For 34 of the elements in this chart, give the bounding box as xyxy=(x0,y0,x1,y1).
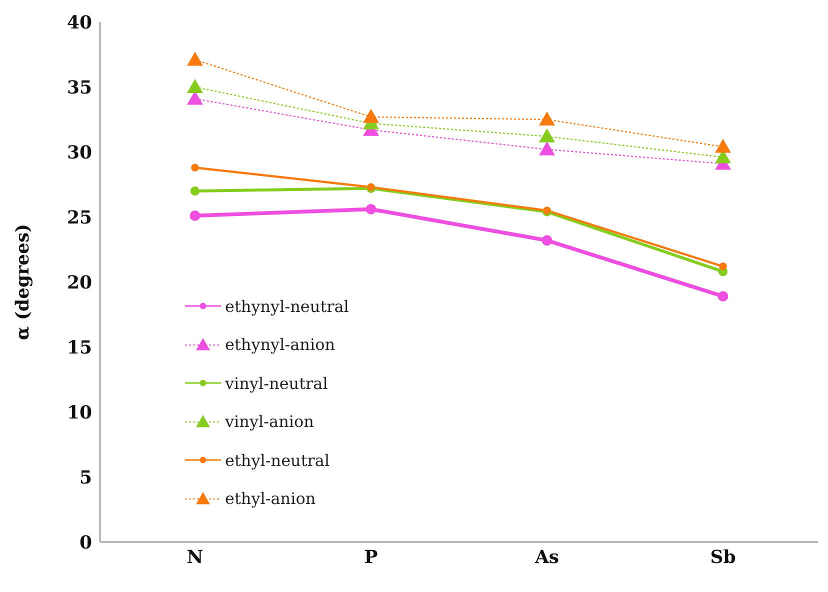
point xyxy=(542,235,552,246)
point xyxy=(363,108,379,123)
point xyxy=(191,164,199,172)
point xyxy=(718,291,728,302)
point xyxy=(366,204,376,214)
point xyxy=(715,138,731,153)
legend-label: vinyl-anion xyxy=(225,412,314,432)
point xyxy=(190,210,200,221)
y-tick-label: 35 xyxy=(66,77,92,98)
point xyxy=(187,79,203,93)
x-tick-label: Sb xyxy=(710,546,736,568)
y-tick-label: 40 xyxy=(66,12,92,34)
y-tick-label: 5 xyxy=(79,467,92,488)
y-tick-label: 20 xyxy=(66,272,92,294)
point xyxy=(539,141,555,156)
legend-label: ethynyl-neutral xyxy=(225,296,349,316)
point xyxy=(719,262,727,270)
y-axis-title: α (degrees) xyxy=(12,224,34,340)
y-tick-label: 0 xyxy=(79,532,92,554)
legend-label: ethyl-anion xyxy=(225,489,316,508)
x-tick-label: N xyxy=(186,546,204,568)
point xyxy=(539,112,555,126)
y-tick-label: 15 xyxy=(66,337,92,358)
point xyxy=(187,52,203,66)
point xyxy=(190,186,200,196)
y-tick-label: 10 xyxy=(66,402,92,424)
x-tick-label: As xyxy=(534,546,560,568)
legend-label: ethynyl-anion xyxy=(225,335,336,354)
x-tick-label: P xyxy=(364,546,378,568)
y-tick-label: 25 xyxy=(66,207,92,228)
legend-label: ethyl-neutral xyxy=(225,450,330,470)
legend-label: vinyl-neutral xyxy=(225,374,328,393)
y-tick-label: 30 xyxy=(66,142,92,164)
point xyxy=(539,128,555,142)
